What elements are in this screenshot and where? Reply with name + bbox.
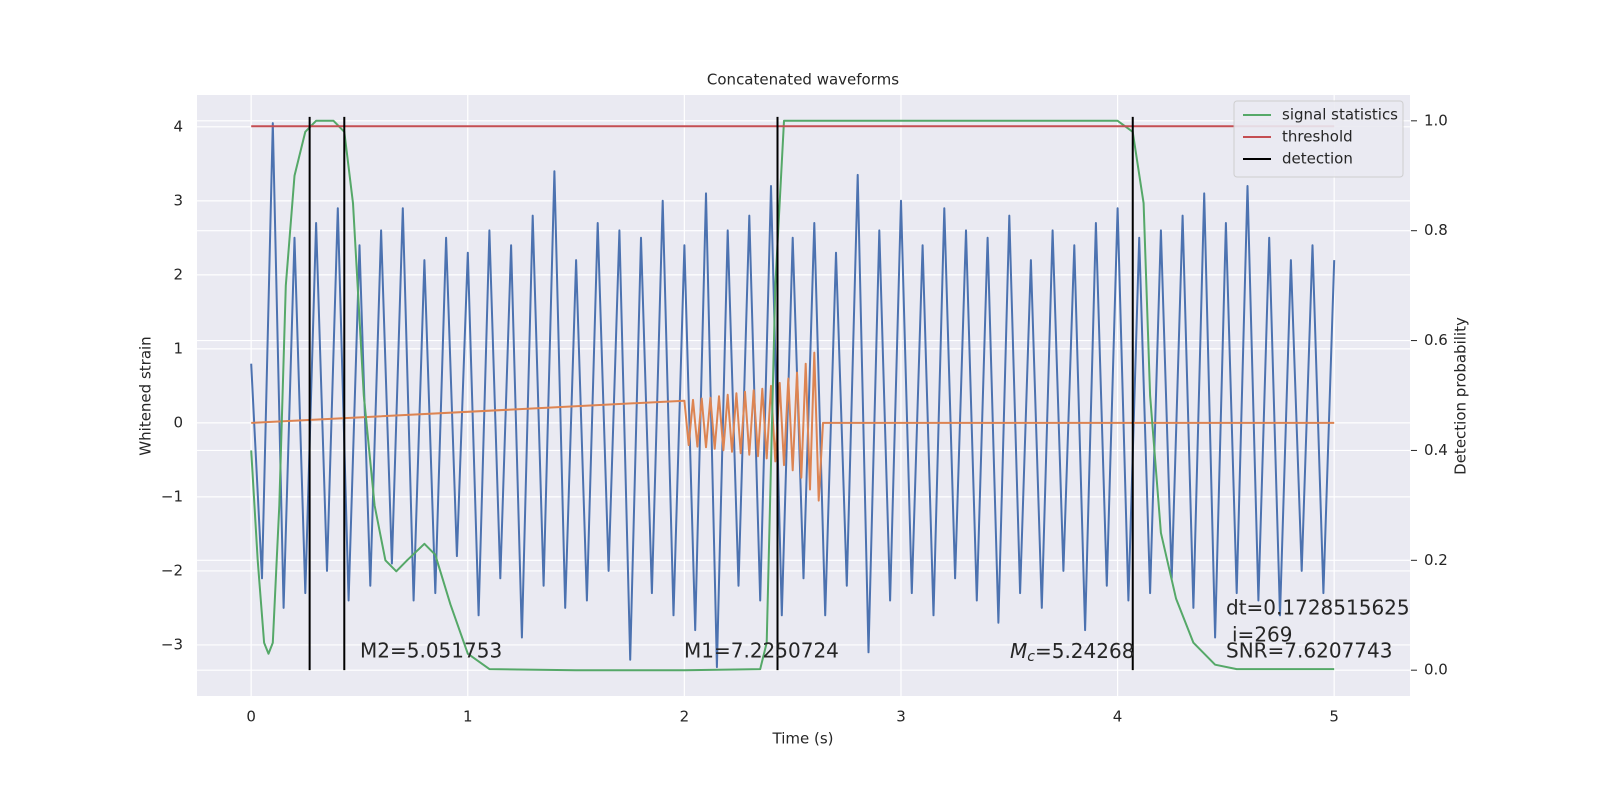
x-tick-label: 3 xyxy=(896,708,906,726)
annotation-symbol: M xyxy=(1010,639,1027,663)
y2-tick-label: 0.2 xyxy=(1424,551,1448,569)
labels: 0 1 2 3 4 5 −3 −2 −1 0 1 2 3 4 0.0 0.2 0.4 0.6 0.8 1.0 M2=5.… xyxy=(161,111,1448,725)
legend-label: detection xyxy=(1282,150,1353,168)
x-tick-label: 0 xyxy=(246,708,256,726)
x-tick-label: 1 xyxy=(463,708,473,726)
y-tick-label: −3 xyxy=(161,635,183,653)
marks xyxy=(250,116,1336,672)
y-tick-label: 4 xyxy=(173,117,183,135)
x-axis-label: Time (s) xyxy=(772,730,834,748)
y2-tick-label: 0.8 xyxy=(1424,221,1448,239)
legend: signal statistics threshold detection xyxy=(1233,100,1404,178)
annotation-subscript: c xyxy=(1027,649,1035,665)
annotation: Mc=5.24268 xyxy=(1010,639,1134,666)
y2-axis-label: Detection probability xyxy=(1452,317,1470,475)
annotation: M1=7.2250724 xyxy=(684,639,839,663)
y-tick-label: 0 xyxy=(173,413,183,431)
annotation: i=269 xyxy=(1232,623,1293,647)
y-tick-label: −1 xyxy=(161,487,183,505)
annotation: M2=5.051753 xyxy=(360,639,502,663)
x-tick-label: 5 xyxy=(1329,708,1339,726)
annotation: SNR=7.6207743 xyxy=(1226,639,1392,663)
series-line xyxy=(250,122,1336,669)
legend-label: signal statistics xyxy=(1282,106,1398,124)
x-tick-label: 4 xyxy=(1113,708,1123,726)
annotation: dt=0.1728515625 xyxy=(1226,596,1410,620)
y-tick-label: 3 xyxy=(173,191,183,209)
legend-label: threshold xyxy=(1282,128,1353,146)
y2-tick-label: 0.0 xyxy=(1424,661,1448,679)
x-tick-label: 2 xyxy=(680,708,690,726)
annotation-value: =5.24268 xyxy=(1035,639,1134,663)
y-tick-label: 1 xyxy=(173,339,183,357)
legend-box xyxy=(1233,100,1404,178)
y-axis-label: Whitened strain xyxy=(137,336,155,455)
series-line xyxy=(251,351,1335,502)
y2-tick-label: 0.4 xyxy=(1424,441,1448,459)
series-line xyxy=(250,119,1335,672)
y2-tick-label: 0.6 xyxy=(1424,331,1448,349)
y-tick-label: 2 xyxy=(173,265,183,283)
y-tick-label: −2 xyxy=(161,561,183,579)
chart-title: Concatenated waveforms xyxy=(707,71,899,89)
y2-tick-label: 1.0 xyxy=(1424,111,1448,129)
